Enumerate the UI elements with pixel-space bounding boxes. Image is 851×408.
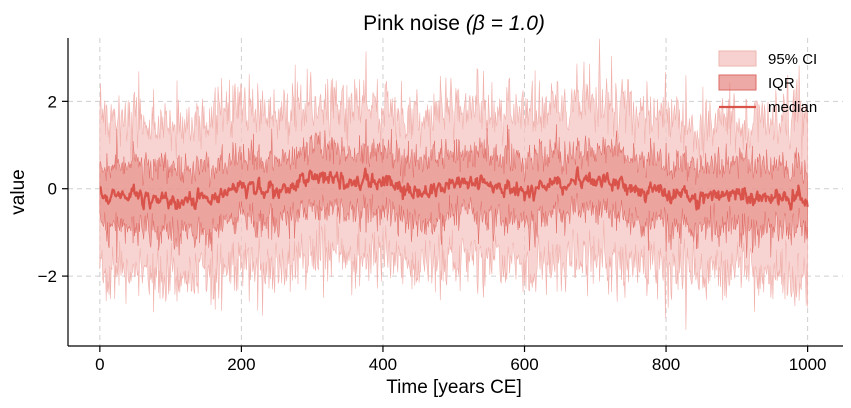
legend-swatch-ci xyxy=(718,50,757,67)
legend-label-ci: 95% CI xyxy=(768,51,817,68)
tick-layer: 0 200 400 600 800 1000 −2 0 2 xyxy=(38,92,827,374)
y-tick-label: 0 xyxy=(48,180,57,199)
x-tick-label: 800 xyxy=(652,355,680,374)
x-tick-label: 400 xyxy=(369,355,397,374)
y-tick-label: −2 xyxy=(38,267,57,286)
chart-title: Pink noise (β = 1.0) xyxy=(363,12,545,35)
iqr-band xyxy=(99,119,808,263)
median-line xyxy=(99,166,809,211)
legend-label-iqr: IQR xyxy=(768,75,795,92)
x-tick-label: 1000 xyxy=(789,355,827,374)
x-axis-label: Time [years CE] xyxy=(386,377,522,398)
legend-swatch-iqr xyxy=(718,74,757,91)
legend: 95% CI IQR median xyxy=(718,50,817,116)
x-tick-label: 0 xyxy=(95,355,104,374)
y-axis-label: value xyxy=(8,169,29,214)
x-tick-label: 600 xyxy=(510,355,538,374)
x-tick-label: 200 xyxy=(227,355,255,374)
data-layer xyxy=(99,38,809,330)
y-tick-label: 2 xyxy=(48,92,57,111)
legend-label-median: median xyxy=(768,99,817,116)
